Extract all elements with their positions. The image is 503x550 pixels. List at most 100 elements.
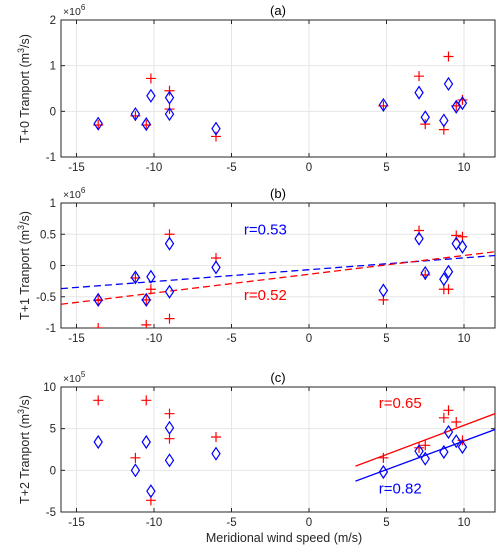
data-point-plus (443, 284, 454, 295)
data-point-diamond (443, 424, 454, 440)
y-axis-multiplier: ×106 (63, 3, 86, 18)
y-axis-label: T+2 Tranport (m3/s) (16, 395, 32, 504)
data-point-diamond (457, 239, 468, 254)
data-point-diamond (93, 116, 103, 131)
data-point-diamond (439, 272, 449, 287)
x-tick-label: 5 (383, 333, 389, 345)
data-point-diamond (164, 90, 175, 105)
data-point-diamond (451, 434, 461, 449)
data-point-plus (141, 319, 152, 328)
data-point-diamond (457, 439, 468, 455)
data-point-diamond (146, 269, 156, 284)
multiplier-exponent: 5 (81, 370, 86, 379)
y-tick-label: 2 (50, 15, 56, 27)
correlation-label: r=0.52 (244, 287, 287, 304)
panel-title: (c) (270, 370, 285, 385)
y-axis-label-sup: 3 (16, 48, 26, 53)
data-point-plus (451, 230, 462, 241)
y-axis-label-unit: /s) (18, 395, 32, 409)
correlation-label: r=0.53 (244, 221, 287, 238)
data-point-diamond (420, 265, 430, 281)
data-point-diamond (141, 434, 151, 450)
plot-content (61, 225, 495, 328)
plot-area (61, 387, 495, 512)
x-tick-label: 5 (383, 162, 389, 174)
data-point-diamond (211, 260, 221, 275)
multiplier-base: ×10 (63, 373, 81, 385)
data-point-diamond (457, 96, 468, 111)
y-axis-label-unit: /s) (18, 34, 32, 48)
y-tick-label: 0 (50, 465, 56, 477)
data-point-plus (211, 131, 221, 142)
y-tick-label: -0.5 (36, 292, 56, 304)
x-tick-label: -5 (226, 162, 236, 174)
data-point-plus (451, 417, 462, 427)
y-axis-label-text: T+1 Tranport (m (18, 230, 32, 320)
multiplier-base: ×10 (63, 189, 81, 201)
y-axis-multiplier: ×105 (63, 370, 86, 385)
data-point-diamond (164, 284, 175, 299)
data-point-diamond (443, 76, 454, 92)
multiplier-base: ×10 (63, 6, 81, 18)
x-tick-label: -15 (68, 162, 85, 174)
x-tick-label: -15 (68, 517, 85, 529)
x-tick-label: 0 (306, 517, 312, 529)
x-tick-label: -5 (226, 517, 236, 529)
x-tick-label: -10 (146, 333, 163, 345)
y-axis-label-text: T+0 Tranport (m (18, 53, 32, 143)
data-point-plus (145, 284, 156, 295)
data-point-diamond (93, 434, 103, 450)
axes-box (60, 19, 496, 158)
data-point-diamond (414, 85, 424, 100)
y-tick-label: 10 (43, 382, 56, 394)
fit-line-blue (61, 254, 495, 290)
data-point-diamond (164, 106, 175, 122)
y-tick-label: -1 (46, 152, 56, 164)
fit-line-blue (355, 428, 495, 482)
x-tick-label: -10 (146, 162, 163, 174)
plot-area (61, 20, 495, 157)
multiplier-exponent: 6 (81, 3, 86, 12)
x-tick-label: 5 (383, 517, 389, 529)
data-point-diamond (130, 106, 141, 122)
correlation-label: r=0.82 (379, 481, 422, 498)
data-point-diamond (211, 446, 221, 461)
data-point-diamond (130, 270, 141, 285)
data-point-diamond (146, 88, 156, 103)
y-axis-label: T+0 Tranport (m3/s) (16, 34, 32, 143)
data-point-diamond (211, 121, 221, 136)
y-axis-label-sup: 3 (16, 409, 26, 414)
data-point-diamond (420, 451, 430, 466)
x-tick-label: -15 (68, 333, 85, 345)
x-tick-label: 10 (458, 162, 471, 174)
data-point-diamond (414, 231, 424, 246)
data-point-plus (438, 412, 449, 423)
y-axis-multiplier: ×106 (63, 186, 86, 201)
x-axis-label: Meridional wind speed (m/s) (206, 531, 362, 545)
y-tick-label: -5 (46, 507, 56, 519)
data-point-plus (164, 433, 175, 444)
data-point-plus (443, 51, 454, 62)
x-tick-label: -5 (226, 333, 236, 345)
y-tick-label: 5 (50, 424, 56, 436)
fit-line-red (61, 251, 495, 305)
data-point-plus (93, 323, 104, 328)
data-point-plus (443, 405, 454, 416)
x-tick-label: 0 (306, 333, 312, 345)
data-point-plus (141, 395, 152, 406)
data-point-diamond (164, 236, 175, 251)
y-tick-label: 0 (50, 106, 56, 118)
data-point-plus (378, 452, 389, 463)
data-point-diamond (141, 292, 151, 307)
y-axis-label: T+1 Tranport (m3/s) (16, 211, 32, 320)
data-point-diamond (378, 97, 389, 113)
data-point-diamond (414, 444, 424, 459)
multiplier-exponent: 6 (81, 186, 86, 195)
data-point-diamond (420, 110, 430, 125)
data-point-diamond (439, 113, 449, 128)
data-point-diamond (378, 283, 389, 298)
data-point-plus (93, 395, 104, 406)
data-point-diamond (443, 264, 454, 279)
